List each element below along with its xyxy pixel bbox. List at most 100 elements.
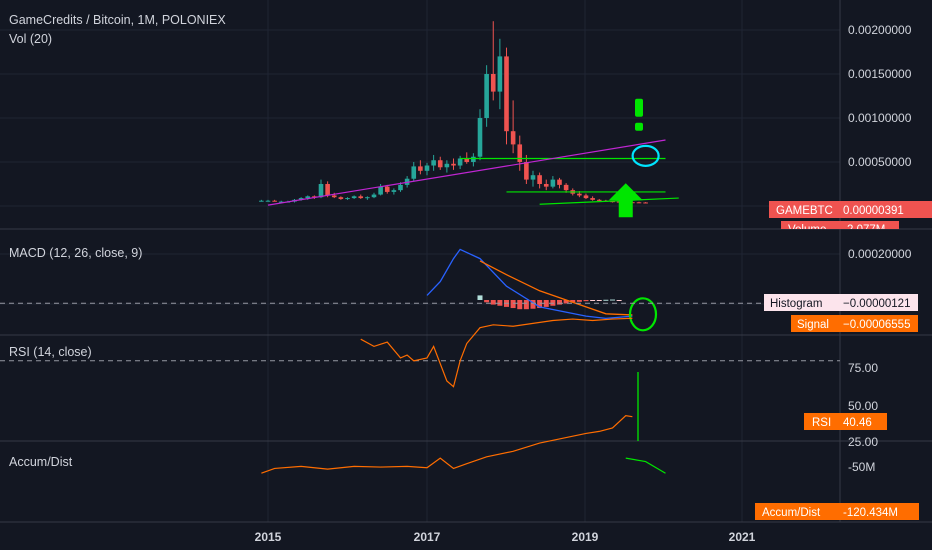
histogram-badge: Histogram −0.00000121 <box>764 294 918 311</box>
candle-body <box>557 179 562 185</box>
rsi-badge-label: RSI <box>812 417 831 429</box>
accum-dist-projection-line <box>625 457 666 474</box>
candle-body <box>305 196 311 199</box>
candle-body <box>524 162 529 180</box>
price-annotations[interactable] <box>267 98 679 218</box>
signal-badge: Signal −0.00006555 <box>791 315 918 332</box>
rsi-badge-value: 40.46 <box>843 417 872 429</box>
macd-histogram-bar <box>616 300 622 301</box>
x-axis-tick: 2015 <box>255 530 282 544</box>
candle-body <box>371 194 377 198</box>
macd-histogram-bar <box>510 300 516 309</box>
macd-line <box>426 248 633 320</box>
volume-badge: Volume 2.077M <box>781 221 899 236</box>
trend-line <box>267 139 666 206</box>
volume-badge-label: Volume <box>788 224 826 236</box>
candle-body <box>265 200 271 202</box>
macd-histogram-bar <box>543 300 549 307</box>
x-axis-tick: 2021 <box>729 530 756 544</box>
up-arrow <box>608 183 643 218</box>
candle-body <box>272 200 277 202</box>
rsi-tick: 50.00 <box>848 399 878 413</box>
histogram-badge-value: −0.00000121 <box>843 298 910 310</box>
candle-body <box>424 165 430 171</box>
exclamation-mark <box>635 98 643 117</box>
price-candles[interactable] <box>259 21 648 204</box>
candle-body <box>331 195 337 198</box>
candle-body <box>543 184 549 187</box>
candle-body <box>418 166 423 171</box>
candle-body <box>411 166 417 179</box>
candle-body <box>338 197 344 199</box>
last-price-symbol: GAMEBTC <box>776 205 833 217</box>
rsi-line <box>360 317 633 388</box>
signal-badge-value: −0.00006555 <box>843 319 910 331</box>
candle-body <box>563 184 569 191</box>
candle-body <box>312 196 317 198</box>
candle-body <box>345 198 350 200</box>
accum-dist-badge-label: Accum/Dist <box>762 507 821 519</box>
candle-body <box>325 184 330 196</box>
price-tick: 0.00100000 <box>848 111 912 125</box>
candle-body <box>643 202 648 204</box>
candle-body <box>504 56 509 132</box>
macd-annotations <box>628 297 658 332</box>
last-price-value: 0.00000391 <box>843 205 904 217</box>
candle-body <box>464 158 470 162</box>
accum-dist-lines <box>261 414 666 474</box>
candle-body <box>259 200 264 202</box>
candle-body <box>583 195 589 199</box>
volume-indicator-label: Vol (20) <box>9 32 52 46</box>
symbol-title: GameCredits / Bitcoin, 1M, POLONIEX <box>9 13 226 27</box>
macd-histogram-bar <box>603 299 609 301</box>
candle-body <box>451 163 456 166</box>
macd-tick: 0.00020000 <box>848 247 912 261</box>
macd-histogram-bar <box>490 300 496 305</box>
rsi-badge: RSI 40.46 <box>804 413 887 430</box>
candle-body <box>391 190 397 192</box>
volume-badge-value: 2.077M <box>847 224 885 236</box>
candle-body <box>477 118 483 157</box>
candle-body <box>471 156 476 162</box>
candle-body <box>530 175 536 180</box>
candle-body <box>636 202 642 204</box>
macd-histogram-bar <box>477 295 483 300</box>
candle-body <box>278 201 284 203</box>
x-axis-tick: 2017 <box>414 530 441 544</box>
rsi-lines <box>0 302 840 441</box>
price-tick: 0.00150000 <box>848 67 912 81</box>
trend-line <box>539 197 679 205</box>
rsi-tick: 25.00 <box>848 435 878 449</box>
macd-histogram-bar <box>576 300 582 302</box>
highlight-ellipse <box>631 144 660 167</box>
candle-body <box>398 184 403 191</box>
candle-body <box>596 199 602 201</box>
price-tick: 0.00050000 <box>848 155 912 169</box>
macd-histogram-bar <box>517 300 523 310</box>
candle-body <box>497 56 503 92</box>
candle-body <box>510 131 516 145</box>
last-price-badge: GAMEBTC 0.00000391 <box>769 201 932 218</box>
candle-body <box>590 198 595 200</box>
macd-histogram-bar <box>523 300 529 310</box>
macd-histogram-bar <box>557 300 562 305</box>
candle-body <box>550 179 556 187</box>
accum-dist-badge: Accum/Dist -120.434M <box>755 503 919 520</box>
candle-body <box>610 201 615 203</box>
candle-body <box>457 158 463 166</box>
macd-histogram-bar <box>590 300 596 301</box>
macd-histogram-bar <box>484 300 490 303</box>
candle-body <box>298 198 304 200</box>
macd-circle-annotation <box>628 297 658 332</box>
candle-body <box>318 184 324 198</box>
candle-body <box>358 196 364 199</box>
accum-dist-tick: -50M <box>848 460 875 474</box>
histogram-badge-label: Histogram <box>770 298 822 310</box>
candle-body <box>431 160 436 166</box>
candle-body <box>490 74 496 92</box>
candle-body <box>378 186 383 195</box>
exclamation-dot <box>635 122 643 131</box>
macd-histogram-bar <box>563 300 569 304</box>
macd-histogram-bar <box>537 300 543 309</box>
